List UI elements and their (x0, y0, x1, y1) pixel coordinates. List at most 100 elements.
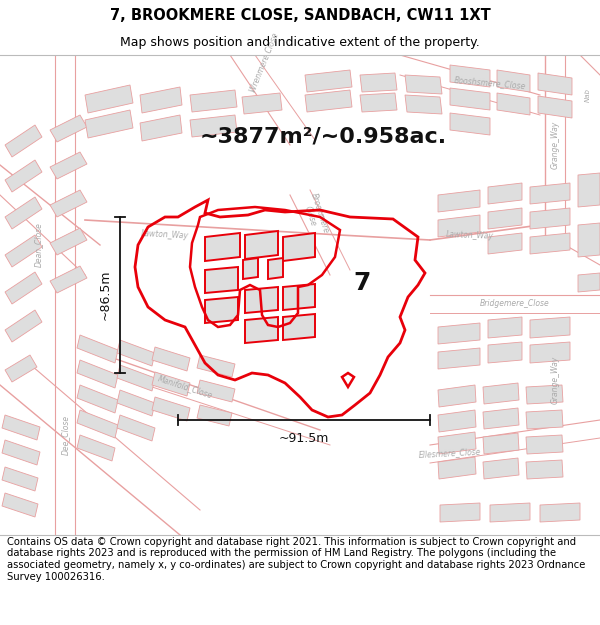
Polygon shape (438, 432, 476, 454)
Polygon shape (283, 314, 315, 340)
Polygon shape (50, 266, 87, 293)
Polygon shape (85, 110, 133, 138)
Text: Ellesmere_Close: Ellesmere_Close (418, 447, 482, 459)
Polygon shape (5, 310, 42, 342)
Polygon shape (205, 297, 238, 323)
Text: ~86.5m: ~86.5m (98, 270, 112, 320)
Polygon shape (305, 70, 352, 92)
Polygon shape (268, 258, 283, 279)
Polygon shape (245, 287, 278, 313)
Polygon shape (540, 503, 580, 522)
Polygon shape (440, 503, 480, 522)
Polygon shape (405, 95, 442, 114)
Polygon shape (488, 208, 522, 229)
Text: Grange_Way: Grange_Way (551, 356, 560, 404)
Polygon shape (360, 93, 397, 112)
Polygon shape (242, 93, 282, 114)
Polygon shape (497, 70, 530, 92)
Polygon shape (283, 233, 315, 261)
Polygon shape (526, 435, 563, 454)
Text: Bridgemere_Close: Bridgemere_Close (480, 299, 550, 308)
Polygon shape (305, 90, 352, 112)
Text: Lawton_Way: Lawton_Way (141, 229, 189, 241)
Polygon shape (438, 410, 476, 432)
Text: Grange_Way: Grange_Way (551, 121, 560, 169)
Polygon shape (5, 197, 42, 229)
Polygon shape (205, 233, 240, 261)
Polygon shape (538, 96, 572, 118)
Text: Manifold_Close: Manifold_Close (157, 374, 214, 400)
Polygon shape (488, 342, 522, 363)
Polygon shape (50, 152, 87, 179)
Polygon shape (77, 335, 118, 363)
Polygon shape (530, 317, 570, 338)
Polygon shape (190, 115, 237, 137)
Polygon shape (438, 457, 476, 479)
Text: ~3877m²/~0.958ac.: ~3877m²/~0.958ac. (200, 127, 447, 147)
Polygon shape (117, 365, 155, 391)
Polygon shape (243, 258, 258, 279)
Polygon shape (5, 160, 42, 192)
Text: ~91.5m: ~91.5m (279, 431, 329, 444)
Polygon shape (77, 385, 118, 413)
Polygon shape (50, 190, 87, 217)
Polygon shape (438, 215, 480, 237)
Polygon shape (2, 415, 40, 440)
Polygon shape (205, 267, 238, 293)
Polygon shape (526, 460, 563, 479)
Polygon shape (117, 390, 155, 416)
Text: Contains OS data © Crown copyright and database right 2021. This information is : Contains OS data © Crown copyright and d… (7, 537, 586, 582)
Polygon shape (245, 317, 278, 343)
Polygon shape (483, 408, 519, 429)
Polygon shape (578, 223, 600, 257)
Polygon shape (152, 347, 190, 371)
Text: Brookmere
Close: Brookmere Close (299, 192, 331, 238)
Polygon shape (497, 93, 530, 115)
Polygon shape (2, 440, 40, 465)
Polygon shape (140, 87, 182, 113)
Polygon shape (526, 385, 563, 404)
Polygon shape (450, 113, 490, 135)
Polygon shape (5, 272, 42, 304)
Polygon shape (245, 231, 278, 259)
Polygon shape (85, 85, 133, 113)
Polygon shape (50, 228, 87, 255)
Text: Booshsmere_Close: Booshsmere_Close (454, 76, 526, 91)
Polygon shape (5, 235, 42, 267)
Polygon shape (438, 385, 476, 407)
Polygon shape (483, 433, 519, 454)
Polygon shape (190, 90, 237, 112)
Polygon shape (538, 73, 572, 95)
Polygon shape (450, 65, 490, 87)
Text: 7, BROOKMERE CLOSE, SANDBACH, CW11 1XT: 7, BROOKMERE CLOSE, SANDBACH, CW11 1XT (110, 8, 490, 23)
Text: 7: 7 (353, 271, 371, 295)
Polygon shape (117, 340, 155, 366)
Polygon shape (2, 493, 38, 517)
Polygon shape (5, 125, 42, 157)
Polygon shape (152, 397, 190, 421)
Polygon shape (450, 88, 490, 110)
Polygon shape (483, 458, 519, 479)
Polygon shape (530, 233, 570, 254)
Polygon shape (490, 503, 530, 522)
Polygon shape (77, 410, 118, 438)
Polygon shape (488, 317, 522, 338)
Polygon shape (77, 360, 118, 388)
Polygon shape (283, 284, 315, 310)
Polygon shape (140, 115, 182, 141)
Polygon shape (405, 75, 442, 94)
Text: Wrenmere Close: Wrenmere Close (249, 32, 281, 94)
Polygon shape (530, 183, 570, 204)
Polygon shape (483, 383, 519, 404)
Polygon shape (197, 380, 235, 402)
Polygon shape (526, 410, 563, 429)
Polygon shape (360, 73, 397, 92)
Polygon shape (530, 342, 570, 363)
Text: Dee_Close: Dee_Close (61, 415, 70, 455)
Polygon shape (117, 415, 155, 441)
Text: Lawton_Way: Lawton_Way (446, 229, 494, 241)
Polygon shape (50, 115, 87, 142)
Polygon shape (197, 355, 235, 377)
Text: Map shows position and indicative extent of the property.: Map shows position and indicative extent… (120, 36, 480, 49)
Polygon shape (438, 348, 480, 369)
